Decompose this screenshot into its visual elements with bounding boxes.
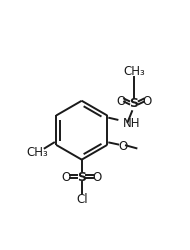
Text: CH₃: CH₃	[123, 64, 145, 78]
Text: S: S	[129, 97, 139, 110]
Text: O: O	[116, 94, 125, 107]
Text: O: O	[62, 170, 71, 183]
Text: S: S	[77, 170, 86, 183]
Text: O: O	[118, 139, 127, 152]
Text: O: O	[92, 170, 101, 183]
Text: NH: NH	[123, 116, 141, 129]
Text: CH₃: CH₃	[26, 145, 48, 158]
Text: O: O	[143, 94, 152, 107]
Text: Cl: Cl	[76, 192, 88, 205]
